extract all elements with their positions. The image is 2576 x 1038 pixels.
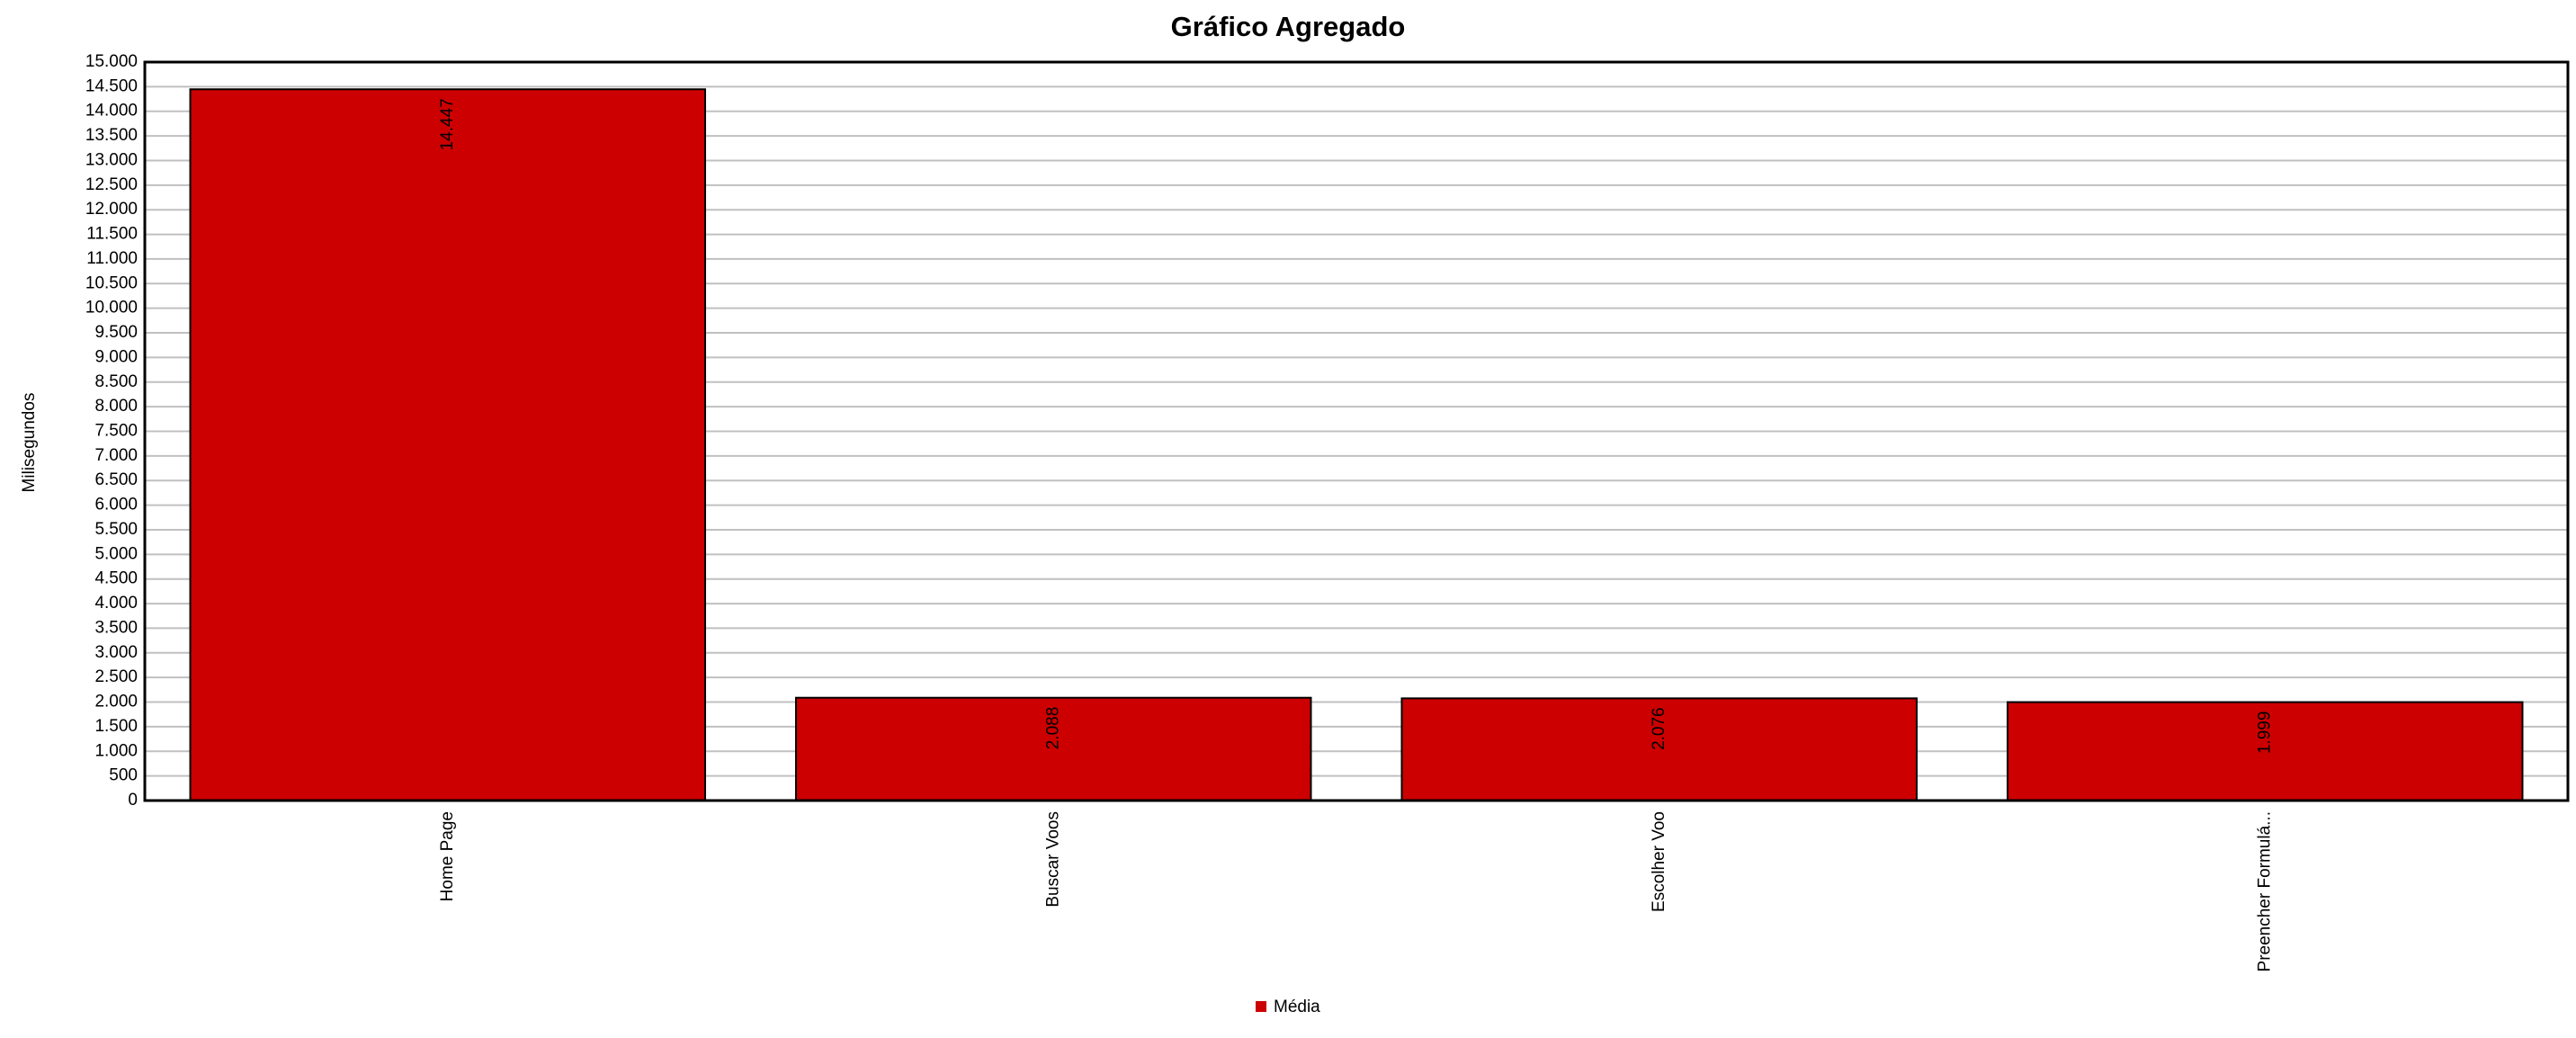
- bar: [2007, 701, 2524, 802]
- chart-title: Gráfico Agregado: [1171, 11, 1406, 42]
- x-tick-label: Escolher Voo: [1650, 811, 1668, 912]
- y-tick-label: 6.000: [94, 496, 138, 515]
- bar: [189, 88, 706, 802]
- y-tick-label: 9.000: [94, 347, 138, 366]
- y-tick-label: 5.000: [94, 544, 138, 563]
- y-tick-label: 4.500: [94, 569, 138, 588]
- y-tick-label: 10.000: [85, 299, 138, 318]
- y-tick-label: 11.000: [86, 249, 138, 268]
- y-tick-label: 4.000: [94, 594, 138, 613]
- y-tick-label: 12.000: [85, 200, 138, 219]
- value-label: 2.076: [1650, 707, 1668, 750]
- legend-swatch: [1256, 1001, 1266, 1012]
- x-tick-label: Buscar Voos: [1043, 811, 1062, 908]
- y-tick-label: 5.500: [94, 520, 138, 539]
- y-tick-label: 8.500: [94, 372, 138, 391]
- y-axis-label: Milisegundos: [20, 393, 39, 493]
- y-tick-label: 15.000: [85, 52, 138, 71]
- value-label: 14.447: [438, 98, 457, 150]
- y-tick-label: 2.000: [94, 693, 138, 711]
- y-tick-label: 3.000: [94, 643, 138, 662]
- y-tick-label: 14.500: [85, 76, 138, 95]
- y-tick-label: 2.500: [94, 667, 138, 686]
- y-tick-label: 12.500: [85, 175, 138, 194]
- legend-label: Média: [1274, 998, 1320, 1016]
- y-tick-label: 6.500: [94, 470, 138, 489]
- y-tick-label: 7.000: [94, 446, 138, 465]
- y-tick-label: 1.500: [94, 717, 138, 736]
- y-tick-label: 0: [128, 791, 138, 810]
- value-label: 2.088: [1043, 707, 1062, 750]
- plot-border: [143, 60, 2570, 802]
- bar: [1400, 697, 1918, 801]
- y-tick-label: 14.000: [85, 102, 138, 121]
- y-tick-label: 3.500: [94, 618, 138, 637]
- bar: [795, 696, 1312, 801]
- x-tick-label: Home Page: [438, 811, 457, 901]
- y-tick-label: 8.000: [94, 397, 138, 416]
- y-tick-label: 1.000: [94, 741, 138, 760]
- y-tick-label: 13.500: [85, 126, 138, 145]
- y-tick-label: 500: [109, 766, 138, 785]
- x-tick-label: Preencher Formulá...: [2255, 811, 2274, 971]
- y-tick-label: 13.000: [85, 150, 138, 169]
- y-tick-label: 9.500: [94, 323, 138, 342]
- y-tick-label: 7.500: [94, 422, 138, 441]
- y-tick-label: 11.500: [86, 225, 138, 244]
- value-label: 1.999: [2255, 711, 2274, 755]
- y-tick-label: 10.500: [85, 273, 138, 292]
